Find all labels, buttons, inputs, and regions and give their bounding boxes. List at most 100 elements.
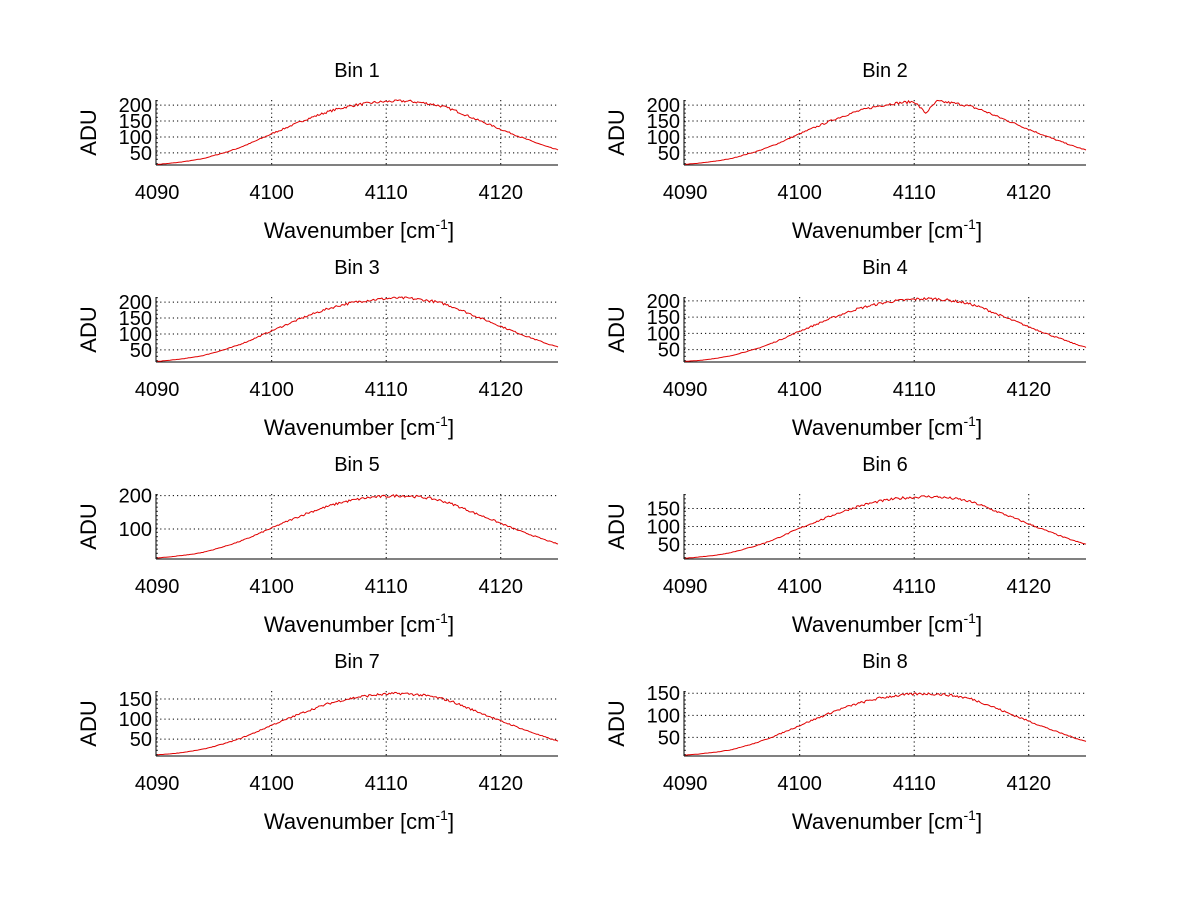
subplot-title: Bin 7 (334, 651, 380, 673)
y-tick-label: 50 (658, 535, 680, 557)
x-tick-label: 4100 (249, 379, 294, 401)
y-tick-label: 50 (658, 340, 680, 362)
x-tick-label: 4110 (893, 182, 936, 204)
subplot-title: Bin 3 (334, 257, 380, 279)
x-tick-label: 4110 (893, 379, 936, 401)
y-tick-label: 100 (647, 323, 680, 345)
subplot-title: Bin 5 (334, 454, 380, 476)
y-axis-label: ADU (604, 306, 629, 352)
x-tick-label: 4090 (663, 379, 708, 401)
subplot-title: Bin 1 (334, 60, 380, 82)
x-tick-label: 4100 (249, 773, 294, 795)
x-tick-label: 4110 (893, 576, 936, 598)
x-axis-label: Wavenumber [cm-1] (264, 807, 454, 834)
y-tick-label: 100 (647, 517, 680, 539)
x-tick-label: 4110 (893, 773, 936, 795)
y-axis-label: ADU (604, 109, 629, 155)
y-tick-label: 200 (119, 292, 152, 314)
y-axis-label: ADU (604, 503, 629, 549)
x-tick-label: 4110 (365, 773, 408, 795)
x-tick-label: 4120 (478, 773, 523, 795)
subplot-title: Bin 4 (862, 257, 908, 279)
y-tick-label: 200 (647, 95, 680, 117)
x-tick-label: 4100 (777, 773, 822, 795)
y-tick-label: 100 (119, 709, 152, 731)
y-tick-label: 150 (119, 689, 152, 711)
spectrum-line (685, 495, 1087, 559)
x-tick-label: 4110 (365, 379, 408, 401)
x-tick-label: 4100 (249, 576, 294, 598)
x-axis-label: Wavenumber [cm-1] (264, 610, 454, 637)
x-tick-label: 4090 (135, 576, 180, 598)
x-axis-label: Wavenumber [cm-1] (264, 216, 454, 243)
x-tick-label: 4120 (478, 182, 523, 204)
x-axis-label: Wavenumber [cm-1] (792, 216, 982, 243)
y-tick-label: 150 (119, 111, 152, 133)
x-tick-label: 4090 (663, 576, 708, 598)
subplot-title: Bin 2 (862, 60, 908, 82)
spectrum-line (685, 297, 1087, 362)
x-tick-label: 4090 (663, 182, 708, 204)
x-axis-label: Wavenumber [cm-1] (264, 413, 454, 440)
spectrum-line (157, 99, 559, 165)
y-tick-label: 50 (130, 340, 152, 362)
y-tick-label: 50 (130, 729, 152, 751)
y-tick-label: 50 (658, 727, 680, 749)
y-tick-label: 200 (647, 291, 680, 313)
x-tick-label: 4090 (135, 773, 180, 795)
x-tick-label: 4120 (478, 379, 523, 401)
x-tick-label: 4120 (1006, 576, 1051, 598)
spectrum-line (157, 296, 559, 362)
spectrum-line (157, 494, 559, 559)
y-tick-label: 150 (119, 308, 152, 330)
x-axis-label: Wavenumber [cm-1] (792, 807, 982, 834)
x-tick-label: 4110 (365, 576, 408, 598)
x-tick-label: 4090 (135, 182, 180, 204)
spectrum-line (685, 692, 1087, 756)
subplot-5: Bin 5 4090 4100 4110 4120 100 200 Wavenumber [c… (76, 454, 559, 637)
y-tick-label: 150 (647, 683, 680, 705)
x-tick-label: 4120 (1006, 379, 1051, 401)
y-axis-label: ADU (76, 109, 101, 155)
y-axis-label: ADU (76, 503, 101, 549)
x-tick-label: 4110 (365, 182, 408, 204)
y-tick-label: 100 (119, 127, 152, 149)
y-axis-label: ADU (76, 700, 101, 746)
y-axis-label: ADU (604, 700, 629, 746)
subplot-title: Bin 8 (862, 651, 908, 673)
y-tick-label: 150 (647, 307, 680, 329)
y-tick-label: 100 (119, 324, 152, 346)
y-tick-label: 100 (119, 519, 152, 541)
x-axis-label: Wavenumber [cm-1] (792, 610, 982, 637)
x-tick-label: 4120 (1006, 773, 1051, 795)
y-tick-label: 100 (647, 705, 680, 727)
spectrum-line (157, 691, 559, 756)
y-tick-label: 50 (130, 143, 152, 165)
x-tick-label: 4100 (777, 182, 822, 204)
spectrum-line (685, 99, 1087, 165)
x-tick-label: 4100 (249, 182, 294, 204)
y-tick-label: 200 (119, 486, 152, 508)
y-axis-label: ADU (76, 306, 101, 352)
x-tick-label: 4100 (777, 576, 822, 598)
y-tick-label: 100 (647, 127, 680, 149)
y-tick-label: 150 (647, 498, 680, 520)
x-tick-label: 4090 (135, 379, 180, 401)
subplot-title: Bin 6 (862, 454, 908, 476)
x-axis-label: Wavenumber [cm-1] (792, 413, 982, 440)
y-tick-label: 150 (647, 111, 680, 133)
x-tick-label: 4090 (663, 773, 708, 795)
x-tick-label: 4100 (777, 379, 822, 401)
y-tick-label: 200 (119, 95, 152, 117)
x-tick-label: 4120 (478, 576, 523, 598)
y-tick-label: 50 (658, 143, 680, 165)
x-tick-label: 4120 (1006, 182, 1051, 204)
